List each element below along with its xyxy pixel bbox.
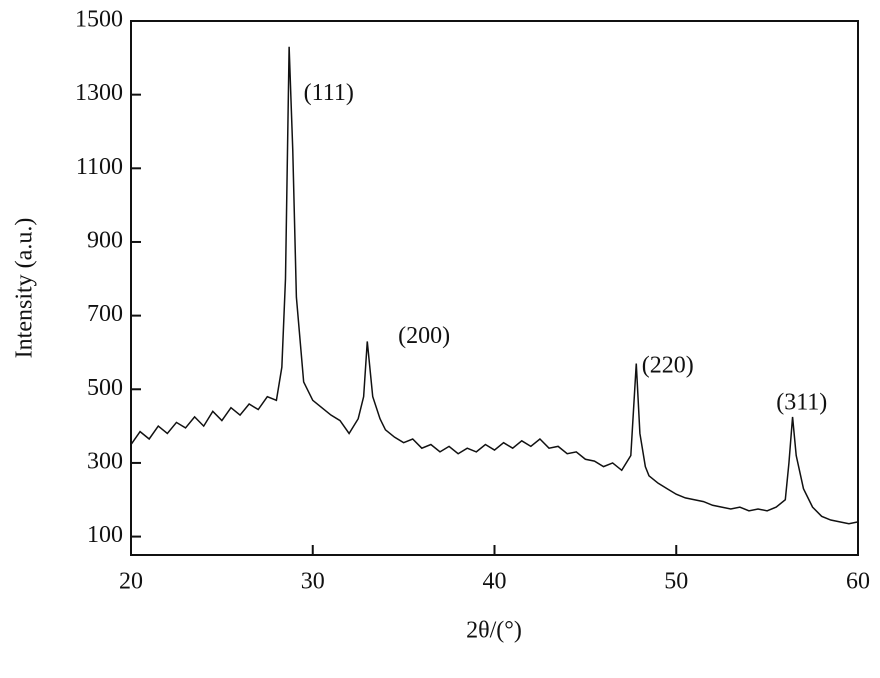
- peak-label: (111): [304, 80, 354, 106]
- peak-label: (311): [776, 390, 827, 416]
- x-tick-label: 40: [483, 569, 507, 595]
- x-tick-label: 30: [301, 569, 325, 595]
- y-axis-label: Intensity (a.u.): [12, 218, 38, 359]
- y-tick-label: 1500: [75, 7, 123, 33]
- y-tick-label: 300: [87, 448, 123, 474]
- y-tick-label: 100: [87, 522, 123, 548]
- peak-label: (220): [642, 353, 694, 379]
- peak-label: (200): [398, 323, 450, 349]
- x-tick-label: 60: [846, 569, 870, 595]
- x-tick-label: 50: [664, 569, 688, 595]
- y-tick-label: 900: [87, 227, 123, 253]
- y-tick-label: 500: [87, 375, 123, 401]
- x-tick-label: 20: [119, 569, 143, 595]
- y-tick-label: 1300: [75, 80, 123, 106]
- plot-frame: [130, 20, 859, 556]
- x-axis-label: 2θ/(°): [466, 618, 522, 644]
- xrd-line: [130, 46, 859, 525]
- y-tick-label: 700: [87, 301, 123, 327]
- y-tick-label: 1100: [76, 154, 123, 180]
